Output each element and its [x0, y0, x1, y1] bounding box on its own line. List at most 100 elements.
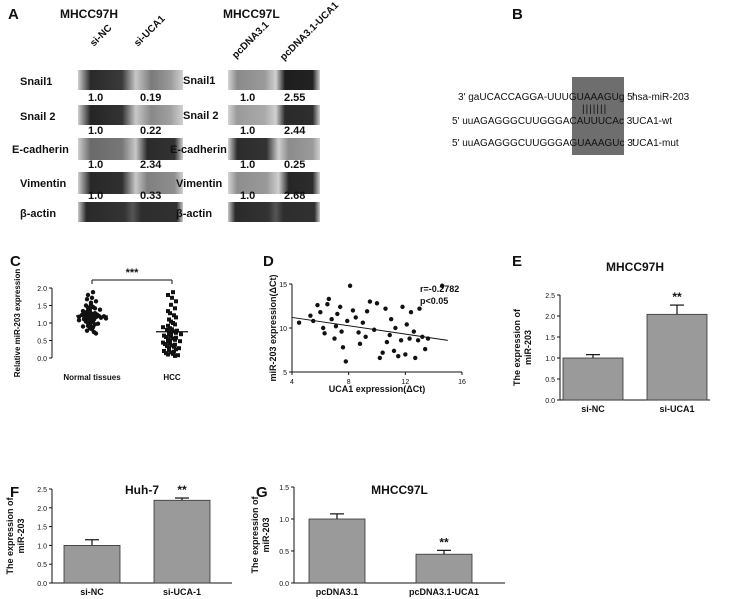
band-quant-value: 0.22 — [140, 125, 162, 137]
data-point — [315, 302, 320, 308]
data-point — [357, 341, 363, 347]
data-point — [320, 325, 326, 331]
data-point — [84, 328, 90, 333]
western-blot-strip — [228, 202, 320, 222]
band-quant-value: 2.55 — [284, 92, 306, 104]
data-point — [93, 299, 99, 304]
data-point — [89, 295, 95, 300]
data-point — [166, 323, 170, 328]
data-point — [173, 353, 177, 358]
bar — [562, 357, 624, 401]
y-tick-label: 2.5 — [545, 293, 555, 300]
data-point — [383, 306, 388, 311]
chart-title: MHCC97H — [606, 260, 664, 274]
significance-marker: ** — [439, 535, 449, 549]
x-tick-label: 16 — [458, 379, 466, 386]
data-point — [417, 306, 422, 311]
trend-line — [291, 316, 448, 341]
significance-marker: *** — [126, 267, 140, 279]
x-tick-label: 8 — [347, 379, 351, 386]
data-point — [415, 338, 421, 343]
data-point — [173, 337, 177, 342]
y-axis-label: The expression of — [250, 495, 260, 573]
panel-a-right-title: MHCC97L — [223, 7, 280, 21]
data-point — [103, 316, 109, 321]
data-point — [377, 355, 383, 361]
data-point — [163, 342, 167, 346]
data-point — [413, 355, 418, 361]
western-blot-strip — [78, 105, 183, 125]
data-point — [337, 304, 343, 310]
y-tick-label: 0.0 — [545, 398, 555, 405]
data-point — [174, 330, 178, 335]
data-point — [166, 293, 170, 297]
data-point — [391, 348, 397, 354]
data-point — [169, 334, 173, 339]
data-point — [90, 290, 96, 295]
y-tick-label: 0.0 — [279, 581, 289, 588]
panel-letter-f: F — [10, 484, 19, 501]
band-quant-value: 1.0 — [88, 190, 104, 202]
y-tick-label: 0.5 — [279, 549, 289, 556]
y-tick-label: 0.5 — [545, 377, 555, 384]
data-point — [318, 309, 323, 315]
data-point — [332, 336, 337, 341]
band-quant-value: 1.0 — [240, 125, 256, 137]
data-point — [356, 330, 361, 335]
blot-row-label: Snail1 — [20, 76, 53, 88]
data-point — [393, 325, 398, 331]
data-point — [326, 296, 332, 302]
blot-row-label: Snail 2 — [183, 110, 219, 122]
data-point — [343, 359, 349, 364]
sequence-name: UCA1-wt — [632, 116, 673, 127]
data-point — [170, 327, 174, 332]
data-point — [172, 313, 176, 318]
data-point — [84, 297, 90, 302]
data-point — [174, 299, 178, 304]
data-point — [168, 341, 172, 346]
data-point — [98, 315, 104, 320]
y-tick-label: 0.5 — [37, 562, 47, 569]
data-point — [174, 315, 178, 320]
data-point — [93, 331, 99, 336]
data-point — [176, 353, 180, 358]
data-point — [367, 299, 373, 304]
data-point — [308, 313, 313, 318]
data-point — [165, 328, 169, 332]
data-point — [296, 320, 302, 325]
data-point — [175, 328, 179, 333]
data-point — [439, 283, 445, 288]
blot-row-label: Snail 2 — [20, 111, 56, 123]
western-blot-strip — [78, 172, 183, 194]
base-pair-ticks: ||||||| — [582, 104, 608, 115]
y-tick-label: 1.5 — [37, 304, 47, 311]
seed-match-highlight — [572, 77, 624, 155]
blot-row-label: Snail1 — [183, 75, 216, 87]
panel-a-left-title: MHCC97H — [60, 7, 119, 21]
x-tick-label: 4 — [290, 379, 294, 386]
data-point — [325, 302, 330, 307]
sequence-line: 5' uuAGAGGGCUUGGGACAUUUCAc 3' — [452, 116, 635, 127]
y-tick-label: 2.0 — [37, 506, 47, 513]
data-point — [363, 334, 368, 339]
data-point — [172, 344, 176, 349]
y-tick-label: 5 — [283, 370, 287, 377]
data-point — [76, 318, 82, 323]
blot-row-label: E-cadherin — [170, 144, 227, 156]
data-point — [404, 322, 409, 327]
y-tick-label: 0.5 — [37, 339, 47, 346]
data-point — [322, 331, 327, 336]
y-tick-label: 0.0 — [37, 581, 47, 588]
data-point — [398, 338, 404, 343]
data-point — [172, 349, 176, 354]
data-point — [85, 292, 91, 298]
data-point — [374, 301, 380, 306]
blot-row-label: E-cadherin — [12, 144, 69, 156]
data-point — [396, 353, 401, 359]
correlation-r: r=-0.2782 — [420, 284, 459, 294]
band-quant-value: 1.0 — [240, 190, 256, 202]
sequence-line: 5' uuAGAGGGCUUGGGAGUAAAGUc 3' — [452, 138, 635, 149]
western-blot-strip — [228, 138, 320, 160]
data-point — [168, 311, 172, 316]
